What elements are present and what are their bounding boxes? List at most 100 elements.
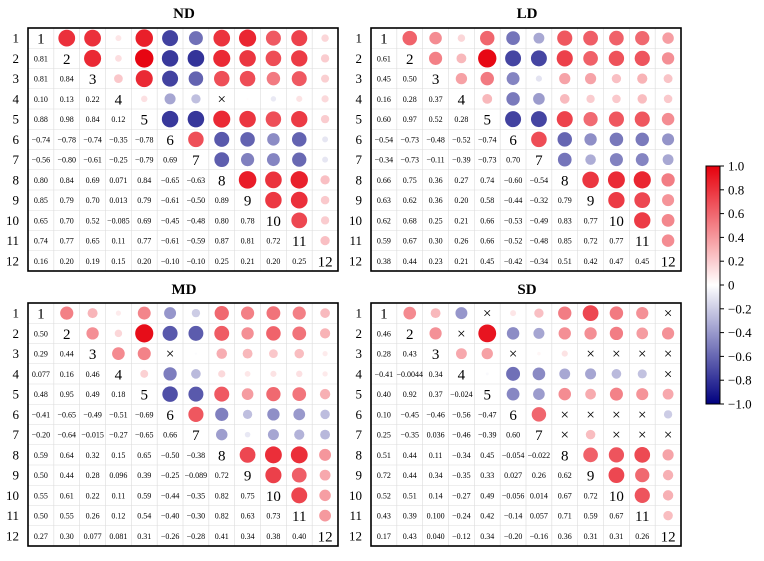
correlation-value: 0.70 [86,196,100,205]
correlation-circle [635,153,649,167]
colorbar-tick-label: 0.8 [728,182,744,197]
correlation-circle [559,94,570,104]
correlation-circle [478,49,497,68]
insignificant-marker: × [638,428,646,444]
correlation-value: 0.65 [34,216,48,225]
row-label: 9 [356,468,363,483]
correlation-circle [429,31,442,45]
correlation-circle [583,112,598,127]
correlation-circle [663,510,673,521]
correlation-circle [662,469,674,481]
correlation-circle [319,509,331,522]
correlation-circle [320,235,330,246]
row-label: 12 [6,528,19,543]
correlation-value: −0.089 [185,471,208,480]
correlation-circle [265,467,282,484]
correlation-value: −0.41 [32,410,51,419]
correlation-circle [291,132,307,147]
correlation-circle [455,307,468,320]
correlation-value: −0.52 [504,237,523,246]
row-label: 6 [13,407,20,422]
correlation-circle [320,195,330,205]
correlation-value: 0.34 [480,532,494,541]
colorbar-gradient [705,165,721,405]
correlation-circle [112,347,125,360]
insignificant-marker: × [638,347,646,363]
correlation-value: −0.74 [32,135,51,144]
correlation-value: −0.73 [400,156,419,165]
correlation-value: 0.100 [427,512,445,521]
correlation-circle [214,131,230,147]
correlation-circle [559,368,571,380]
correlation-value: −0.35 [452,471,471,480]
correlation-circle [188,325,204,341]
correlation-value: −0.49 [530,216,549,225]
correlation-value: 0.26 [454,237,468,246]
correlation-value: −0.79 [135,156,154,165]
correlation-value: 0.63 [377,196,391,205]
correlation-value: 0.59 [584,512,598,521]
correlation-circle [163,367,177,381]
row-label: 3 [13,346,20,361]
diagonal-label: 3 [89,347,97,363]
correlation-value: −0.64 [57,431,76,440]
correlation-circle [637,369,647,379]
correlation-circle [585,388,596,400]
correlation-value: −0.56 [452,410,471,419]
correlation-circle [608,447,625,463]
correlation-value: −0.14 [504,512,523,521]
diagonal-label: 5 [484,388,492,404]
correlation-value: −0.40 [161,512,180,521]
row-label: 10 [6,488,19,503]
diagonal-label: 8 [218,448,226,464]
correlation-value: 0.80 [34,176,48,185]
correlation-value: 0.52 [429,115,443,124]
correlation-value: 0.13 [60,95,74,104]
correlation-circle [535,75,543,82]
correlation-circle [662,32,674,44]
correlation-circle [320,308,330,318]
correlation-value: 0.48 [34,390,48,399]
correlation-value: 0.077 [84,532,102,541]
diagonal-label: 12 [318,529,333,545]
diagonal-label: 6 [509,408,517,424]
correlation-value: 0.44 [403,257,417,266]
correlation-circle [320,175,330,185]
correlation-circle [661,327,675,340]
correlation-circle [634,212,651,229]
correlation-value: 0.66 [480,237,494,246]
correlation-circle [322,351,328,357]
correlation-value: 0.77 [137,237,151,246]
insignificant-marker: × [612,347,620,363]
correlation-circle [319,448,332,461]
correlation-circle [583,447,598,463]
correlation-value: 0.027 [504,471,522,480]
correlation-value: 0.31 [609,532,623,541]
correlation-circle [582,305,599,322]
correlation-circle [322,156,329,163]
correlation-value: −0.35 [187,491,206,500]
correlation-value: 0.80 [215,216,229,225]
diagonal-label: 3 [432,72,440,88]
row-label: 2 [356,326,363,341]
correlation-circle [558,327,571,340]
row-label: 10 [349,488,362,503]
correlation-value: −0.39 [452,156,471,165]
correlation-circle [634,447,651,463]
diagonal-label: 8 [561,448,569,464]
diagonal-label: 6 [166,408,174,424]
matrix-frame [370,302,682,547]
correlation-circle [402,30,418,46]
correlation-value: 0.50 [403,75,417,84]
correlation-value: −0.35 [109,135,128,144]
correlation-circle [267,133,280,146]
row-label: 6 [13,132,20,147]
correlation-circle [242,348,253,359]
row-label: 4 [356,366,363,381]
correlation-circle [609,306,624,320]
correlation-value: 0.77 [609,237,623,246]
correlation-value: 0.33 [480,471,494,480]
correlation-value: 0.45 [480,451,494,460]
correlation-value: 0.44 [403,451,417,460]
correlation-circle [320,114,330,124]
